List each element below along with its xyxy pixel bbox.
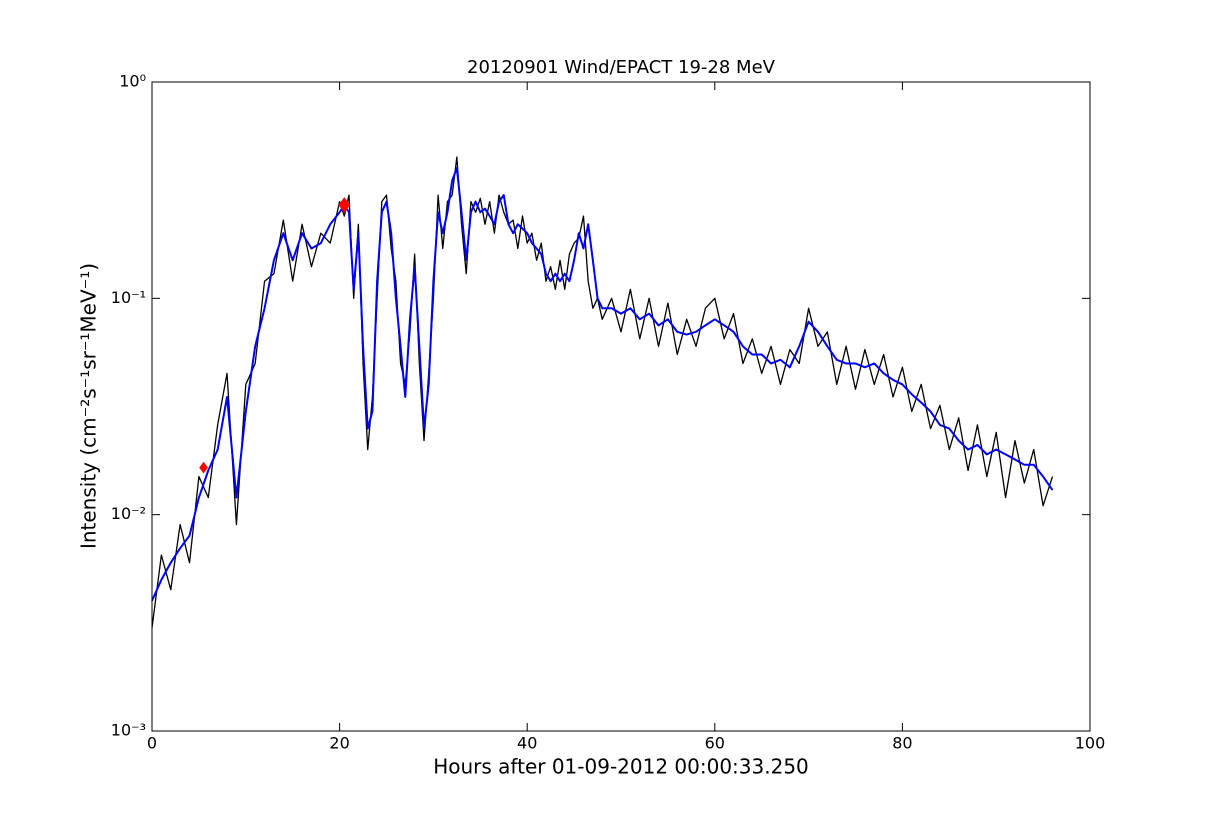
y-tick-label: 10⁰: [119, 72, 146, 91]
x-axis-label: Hours after 01-09-2012 00:00:33.250: [433, 755, 809, 779]
marker: [199, 461, 208, 474]
x-tick-label: 40: [517, 734, 537, 753]
y-tick-label: 10⁻³: [111, 721, 146, 740]
x-tick-label: 100: [1075, 734, 1106, 753]
x-tick-label: 60: [705, 734, 725, 753]
plot-frame: [151, 81, 1091, 732]
y-axis-label: Intensity (cm⁻²s⁻¹sr⁻¹MeV⁻¹): [77, 263, 101, 549]
series-line: [151, 156, 1054, 628]
x-tick-label: 80: [892, 734, 912, 753]
marker: [338, 197, 351, 213]
x-tick-label: 0: [147, 734, 157, 753]
x-tick-label: 20: [329, 734, 349, 753]
chart-title: 20120901 Wind/EPACT 19-28 MeV: [467, 57, 776, 78]
y-tick-label: 10⁻¹: [111, 288, 146, 307]
y-tick-label: 10⁻²: [111, 504, 146, 523]
